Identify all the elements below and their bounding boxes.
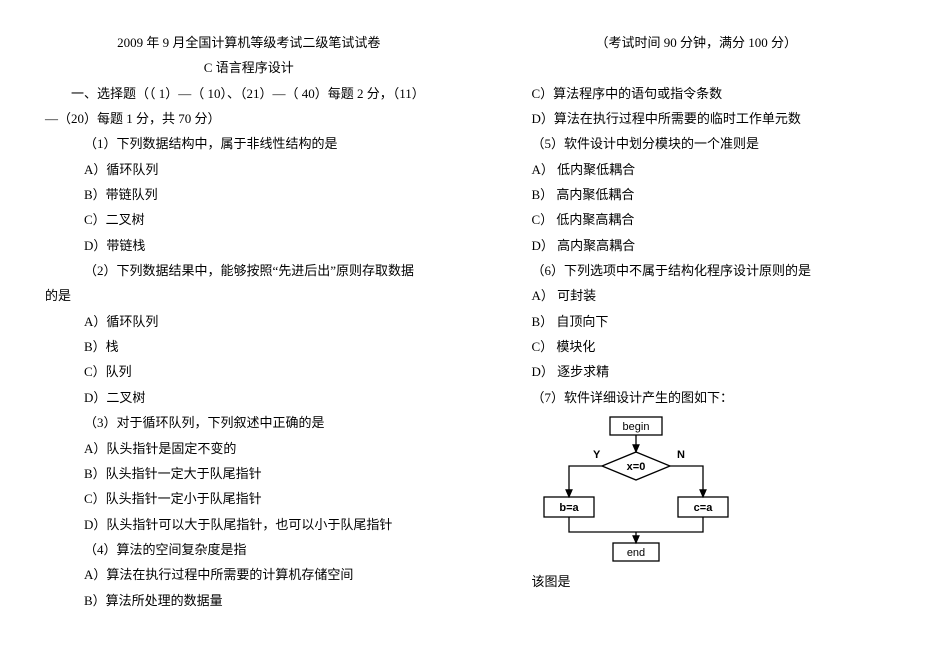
q5-option-b: B） 高内聚低耦合 [493,182,901,207]
section-heading-line1: 一、选择题（（ 1）—（ 10）、（21）—（ 40）每题 2 分，（11） [45,81,453,106]
q2-option-a: A）循环队列 [45,309,453,334]
q6-option-d: D） 逐步求精 [493,359,901,384]
q7-footer: 该图是 [493,569,901,594]
q6-option-a: A） 可封装 [493,283,901,308]
left-column: 2009 年 9 月全国计算机等级考试二级笔试试卷 C 语言程序设计 一、选择题… [45,30,453,613]
q7-stem: （7）软件详细设计产生的图如下： [493,385,901,410]
q5-option-c: C） 低内聚高耦合 [493,207,901,232]
q2-stem-line2: 的是 [45,283,453,308]
q6-option-c: C） 模块化 [493,334,901,359]
exam-title-2: C 语言程序设计 [45,55,453,80]
section-heading-line2: —（20）每题 1 分，共 70 分） [45,106,453,131]
svg-text:end: end [626,547,644,559]
q6-option-b: B） 自顶向下 [493,309,901,334]
q2-stem-line1: （2）下列数据结果中，能够按照“先进后出”原则存取数据 [45,258,453,283]
q3-option-a: A）队头指针是固定不变的 [45,436,453,461]
q2-option-c: C）队列 [45,359,453,384]
svg-text:x=0: x=0 [626,461,645,473]
q5-option-a: A） 低内聚低耦合 [493,157,901,182]
q3-stem: （3）对于循环队列，下列叙述中正确的是 [45,410,453,435]
right-column: （考试时间 90 分钟，满分 100 分） C）算法程序中的语句或指令条数 D）… [493,30,901,613]
svg-text:N: N [677,449,685,461]
q4-option-b: B）算法所处理的数据量 [45,588,453,613]
q4-option-a: A）算法在执行过程中所需要的计算机存储空间 [45,562,453,587]
flowchart-diagram: begin x=0 b=a c=a end Y N [521,412,751,567]
q2-option-d: D）二叉树 [45,385,453,410]
exam-info: （考试时间 90 分钟，满分 100 分） [493,30,901,55]
q4-stem: （4）算法的空间复杂度是指 [45,537,453,562]
q5-stem: （5）软件设计中划分模块的一个准则是 [493,131,901,156]
q1-stem: （1）下列数据结构中，属于非线性结构的是 [45,131,453,156]
q4-option-d: D）算法在执行过程中所需要的临时工作单元数 [493,106,901,131]
svg-text:Y: Y [593,449,601,461]
svg-text:begin: begin [622,421,649,433]
svg-text:c=a: c=a [693,502,713,514]
q1-option-a: A）循环队列 [45,157,453,182]
q1-option-b: B）带链队列 [45,182,453,207]
q5-option-d: D） 高内聚高耦合 [493,233,901,258]
q3-option-d: D）队头指针可以大于队尾指针，也可以小于队尾指针 [45,512,453,537]
exam-title-1: 2009 年 9 月全国计算机等级考试二级笔试试卷 [45,30,453,55]
q6-stem: （6）下列选项中不属于结构化程序设计原则的是 [493,258,901,283]
svg-text:b=a: b=a [559,502,579,514]
q4-option-c: C）算法程序中的语句或指令条数 [493,81,901,106]
q1-option-d: D）带链栈 [45,233,453,258]
q1-option-c: C）二叉树 [45,207,453,232]
q3-option-c: C）队头指针一定小于队尾指针 [45,486,453,511]
q2-option-b: B）栈 [45,334,453,359]
q3-option-b: B）队头指针一定大于队尾指针 [45,461,453,486]
